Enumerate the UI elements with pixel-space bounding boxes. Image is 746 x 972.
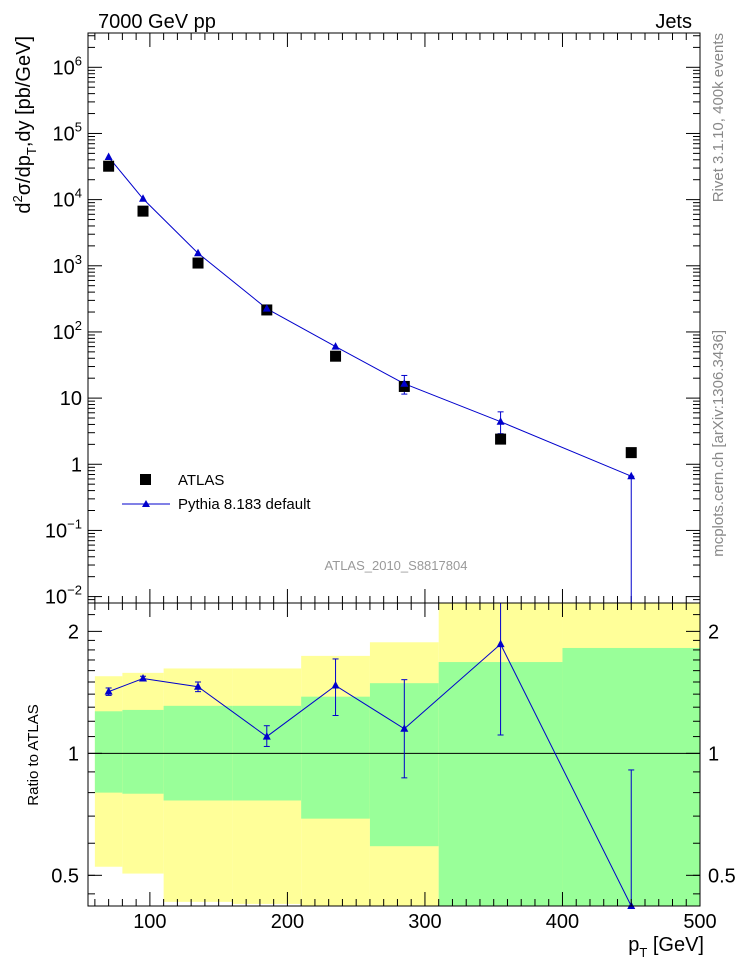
ratio-point-pythia <box>496 639 505 648</box>
ratio-y-tick-label-right: 2 <box>708 621 719 643</box>
data-point-pythia <box>627 471 636 480</box>
ratio-point-pythia <box>194 682 203 690</box>
x-tick-label: 100 <box>133 911 166 933</box>
x-tick-label: 300 <box>408 911 441 933</box>
ratio-point-pythia <box>139 674 148 682</box>
legend-marker-pythia <box>142 500 150 507</box>
ratio-uncertainty-bands <box>94 603 700 906</box>
mc-series-line <box>108 156 632 477</box>
header-right: Jets <box>655 11 692 33</box>
ratio-point-pythia <box>331 681 340 689</box>
ratio-y-axis-title: Ratio to ATLAS <box>25 704 42 805</box>
mcplots-credit-label: mcplots.cern.ch [arXiv:1306.3436] <box>710 330 727 557</box>
ratio-frame <box>87 602 701 907</box>
data-point-atlas <box>192 257 204 269</box>
main-y-axis-title: d2σ/dpT,dy [pb/GeV] <box>10 36 39 214</box>
data-point-atlas <box>495 433 507 445</box>
main-y-tick-labels: 10−2 10−1 1 10 102 103 104 105 106 <box>45 53 82 608</box>
main-y-tick-label: 1 <box>71 454 82 476</box>
legend-label-pythia: Pythia 8.183 default <box>178 496 311 513</box>
main-y-tick-label: 10 <box>60 388 82 410</box>
main-y-tick-label: 106 <box>53 53 82 79</box>
data-point-pythia <box>400 379 409 387</box>
x-tick-label: 500 <box>683 911 716 933</box>
data-point-pythia <box>194 248 203 257</box>
main-y-tick-label: 102 <box>53 318 82 344</box>
main-frame <box>87 32 701 604</box>
ratio-y-tick-label-right: 0.5 <box>708 865 736 887</box>
header-left: 7000 GeV pp <box>98 11 216 33</box>
ratio-inner-band <box>94 711 123 793</box>
ratio-y-tick-label: 2 <box>68 621 79 643</box>
x-tick-label: 400 <box>546 911 579 933</box>
legend-label-atlas: ATLAS <box>178 472 224 489</box>
data-point-pythia <box>104 152 113 161</box>
main-y-tick-label: 10−1 <box>45 516 82 542</box>
ratio-point-pythia <box>400 724 409 732</box>
ratio-point-pythia <box>262 732 271 740</box>
main-panel: 10−2 10−1 1 10 102 103 104 105 106 ATLAS_2010_S8… <box>10 32 701 609</box>
main-y-tick-label: 103 <box>53 252 82 278</box>
legend: ATLAS Pythia 8.183 default <box>122 472 311 513</box>
main-y-tick-label: 10−2 <box>45 583 82 609</box>
main-axis-ticks <box>88 33 701 604</box>
main-data-marks <box>103 152 637 603</box>
ratio-y-tick-label: 0.5 <box>51 865 79 887</box>
ratio-panel: 100 200 300 400 500 0.5 0.5 1 1 2 2 Ratio to ATLAS… <box>25 602 736 960</box>
ratio-series-line <box>108 643 632 907</box>
data-point-atlas <box>625 447 637 459</box>
ratio-y-tick-label-right: 1 <box>708 743 719 765</box>
ratio-y-tick-label: 1 <box>68 743 79 765</box>
ratio-tick-labels: 100 200 300 400 500 0.5 0.5 1 1 2 2 <box>51 621 736 933</box>
x-axis-title: pT [GeV] <box>628 934 704 960</box>
analysis-label: ATLAS_2010_S8817804 <box>325 558 468 573</box>
data-point-pythia <box>139 194 148 202</box>
ratio-point-pythia <box>104 687 113 695</box>
legend-marker-atlas <box>140 474 151 485</box>
main-y-tick-label: 105 <box>53 119 82 145</box>
ratio-axis-ticks <box>88 603 701 906</box>
data-point-pythia <box>262 304 271 312</box>
rivet-version-label: Rivet 3.1.10, 400k events <box>710 33 727 202</box>
data-point-pythia <box>496 417 505 425</box>
data-point-atlas <box>137 205 149 217</box>
main-y-tick-label: 104 <box>53 186 82 212</box>
ratio-inner-band <box>301 696 370 819</box>
ratio-inner-band <box>122 709 164 794</box>
data-point-atlas <box>103 160 115 172</box>
data-point-atlas <box>330 350 342 362</box>
ratio-data-marks <box>104 603 636 909</box>
x-tick-label: 200 <box>271 911 304 933</box>
data-point-pythia <box>331 342 340 350</box>
